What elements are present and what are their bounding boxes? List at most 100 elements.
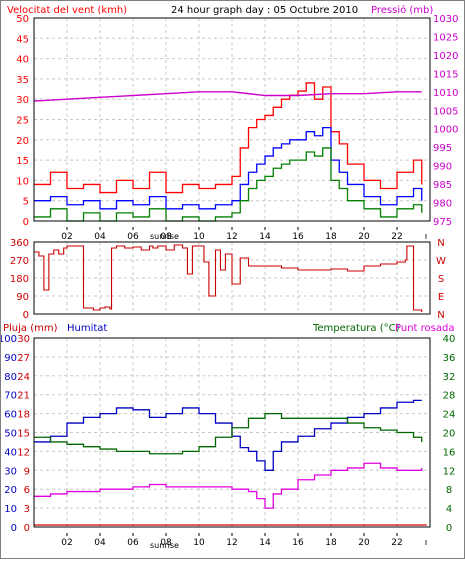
y-tick-label: 25 (16, 116, 29, 127)
x-tick-end: ı (425, 538, 428, 548)
temperature-y-axis: 0 4 8 12 16 20 24 28 32 36 40 (443, 334, 456, 534)
temperature-tick-label: 16 (443, 447, 456, 458)
x-tick-label: 18 (325, 232, 337, 242)
y2-tick-label: 975 (433, 217, 452, 228)
rain-label: Pluja (mm) (3, 323, 58, 334)
compass-label: W (436, 256, 446, 267)
humidity-tick-label: 20 (4, 485, 17, 496)
temperature-tick-label: 28 (443, 391, 456, 402)
humidity-temperature-series (34, 399, 427, 526)
wind-minimum-line (34, 147, 423, 222)
humidity-tick-label: 100 (1, 334, 17, 345)
x-tick-label: 14 (259, 538, 271, 548)
x-tick-label: 16 (292, 232, 304, 242)
dewpoint-line (34, 462, 423, 509)
y2-tick-label: 1030 (433, 14, 458, 25)
humidity-tick-label: 50 (4, 429, 17, 440)
wind-plot-border (33, 17, 431, 222)
y2-tick-label: 1000 (433, 125, 458, 136)
humidity-tick-label: 40 (4, 447, 17, 458)
y2-tick-label: 1010 (433, 88, 458, 99)
rain-y-axis: 0 3 6 9 12 15 18 21 24 27 30 (17, 334, 30, 534)
compass-label: E (438, 292, 444, 303)
compass-label: N (437, 310, 444, 321)
wind-speed-label: Velocitat del vent (kmh) (7, 5, 127, 16)
compass-label: N (437, 238, 444, 249)
x-tick-label: 20 (358, 538, 370, 548)
pressure-line (33, 91, 422, 102)
wind-series (33, 82, 423, 222)
y-tick-label: 15 (16, 156, 29, 167)
pressure-label: Pressió (mb) (371, 4, 433, 16)
rain-tick-label: 0 (24, 523, 30, 534)
humidity-plot-border (33, 337, 431, 528)
humidity-x-axis: 02 04 06 08 10 12 14 16 18 20 22 ı (61, 533, 427, 548)
y-tick-label: 5 (23, 197, 29, 208)
humidity-tick-label: 30 (4, 466, 17, 477)
humidity-tick-label: 60 (4, 410, 17, 421)
x-tick-label: 08 (160, 538, 172, 548)
y2-tick-label: 1015 (433, 69, 458, 80)
compass-label: S (438, 274, 444, 285)
y-tick-label: 50 (16, 14, 29, 25)
x-tick-label: 10 (193, 538, 205, 548)
y2-tick-label: 1020 (433, 51, 458, 62)
temperature-tick-label: 8 (446, 485, 452, 496)
x-tick-label: 02 (61, 232, 72, 242)
wind-direction-line (34, 244, 423, 312)
humidity-tick-label: 70 (4, 391, 17, 402)
y-tick-label: 35 (16, 75, 29, 86)
y-tick-label: 0 (23, 310, 29, 321)
temperature-tick-label: 24 (443, 410, 456, 421)
humidity-line (34, 399, 422, 471)
rain-tick-label: 18 (17, 410, 30, 421)
rain-tick-label: 30 (17, 334, 30, 345)
rain-tick-label: 27 (17, 353, 30, 364)
x-tick-label: 20 (358, 232, 370, 242)
x-tick-label: 08 (160, 232, 172, 242)
x-tick-label: 18 (325, 538, 337, 548)
sunrise-label-1: sunrise (150, 232, 179, 241)
rain-tick-label: 15 (17, 429, 30, 440)
wind-y-axis: 0 5 10 15 20 25 30 35 40 45 50 (16, 14, 29, 228)
humidity-tick-label: 0 (11, 523, 17, 534)
x-tick-label: 22 (391, 232, 402, 242)
x-tick-label: 14 (259, 232, 271, 242)
temperature-tick-label: 0 (446, 523, 452, 534)
y2-tick-label: 985 (433, 180, 452, 191)
wind-x-axis: 02 04 06 08 10 12 14 16 18 20 22 ı (61, 227, 427, 242)
x-tick-label: 04 (94, 538, 106, 548)
temperature-tick-label: 36 (443, 353, 456, 364)
rain-tick-label: 12 (17, 447, 30, 458)
graph-title: 24 hour graph day : 05 Octubre 2010 (171, 5, 358, 16)
y-tick-label: 10 (16, 176, 29, 187)
y-tick-label: 270 (10, 256, 29, 267)
y2-tick-label: 1025 (433, 32, 458, 43)
wind-speed-line (34, 82, 423, 194)
temperature-line (34, 412, 423, 455)
direction-y-axis: 0 90 180 270 360 (10, 238, 29, 321)
humidity-tick-label: 80 (4, 372, 17, 383)
wind-average-line (34, 126, 423, 210)
y2-tick-label: 990 (433, 162, 452, 173)
temperature-tick-label: 32 (443, 372, 456, 383)
humidity-label: Humitat (67, 323, 107, 334)
x-tick-label: 06 (127, 538, 139, 548)
x-tick-label: 12 (226, 538, 237, 548)
y2-tick-label: 980 (433, 199, 452, 210)
pressure-y-axis: 975 980 985 990 995 1000 1005 1010 1015 1020 1025 1… (433, 14, 458, 228)
temperature-label: Temperatura (°C) (312, 323, 400, 334)
x-tick-label: 12 (226, 232, 237, 242)
rain-tick-label: 9 (24, 466, 30, 477)
y-tick-label: 90 (16, 292, 29, 303)
x-tick-label: 22 (391, 538, 402, 548)
y-tick-label: 0 (23, 217, 29, 228)
direction-plot-border (33, 241, 431, 315)
rain-tick-label: 6 (24, 485, 30, 496)
rain-tick-label: 3 (24, 504, 30, 515)
x-tick-label: 10 (193, 232, 205, 242)
y2-tick-label: 1005 (433, 106, 458, 117)
